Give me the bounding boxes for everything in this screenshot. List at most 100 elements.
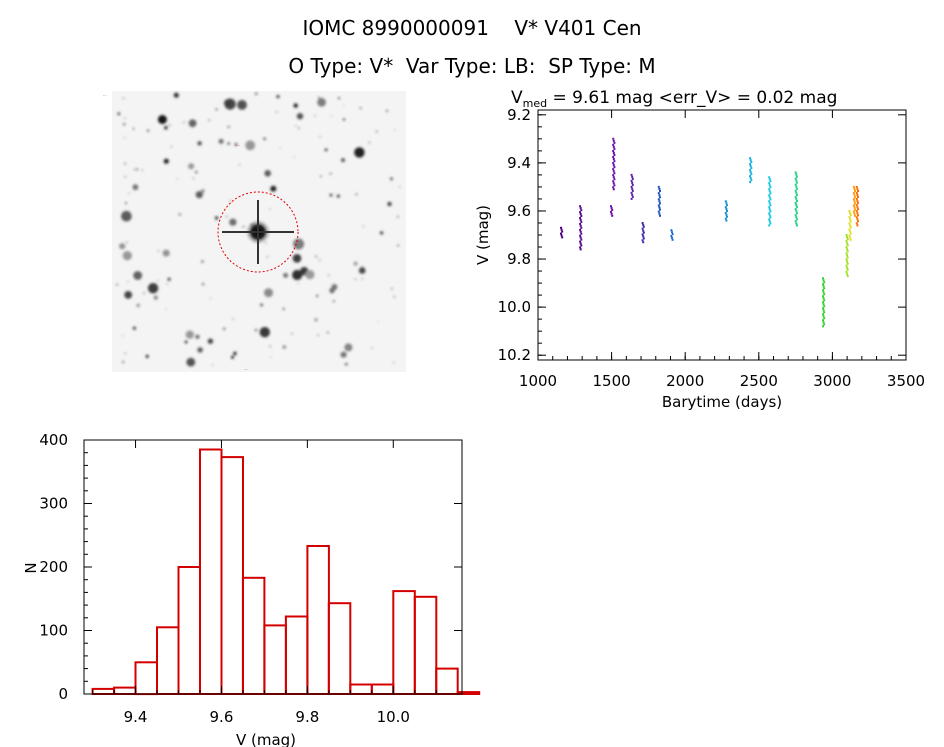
lightcurve-point — [795, 193, 798, 196]
lightcurve-point — [795, 197, 798, 200]
sky-star — [269, 345, 271, 348]
histogram-bar — [284, 615, 309, 695]
lightcurve-point — [769, 210, 772, 213]
lightcurve-point — [642, 225, 645, 228]
lightcurve-point — [846, 244, 849, 247]
lightcurve-point — [768, 214, 771, 217]
sky-star — [164, 125, 168, 130]
lightcurve-point — [612, 139, 615, 142]
lightcurve-point — [846, 238, 849, 241]
lightcurve-point — [580, 209, 583, 212]
lightcurve-point — [846, 262, 849, 265]
lightcurve-point — [852, 204, 855, 207]
lightcurve-point — [724, 200, 727, 203]
lightcurve-point — [671, 233, 674, 235]
lightcurve-point — [612, 164, 615, 167]
lightcurve-ytick-label: 10.2 — [498, 346, 531, 364]
sky-star — [361, 278, 364, 280]
sky-star — [127, 281, 129, 283]
sky-star — [184, 340, 188, 344]
lightcurve-point — [612, 182, 615, 185]
lightcurve-point — [630, 173, 633, 176]
lightcurve-point — [580, 232, 583, 235]
sky-star — [124, 176, 126, 178]
lightcurve-point — [856, 194, 859, 196]
sky-star — [354, 278, 356, 280]
lightcurve-point — [855, 192, 858, 194]
lightcurve-point — [845, 252, 848, 255]
lightcurve-point — [750, 161, 753, 164]
lightcurve-point — [822, 313, 824, 316]
lightcurve-point — [768, 190, 771, 193]
lightcurve-point — [612, 188, 615, 191]
lightcurve-point — [856, 212, 859, 215]
lightcurve-point — [641, 239, 644, 242]
lightcurve-point — [794, 202, 797, 204]
lightcurve-point — [822, 291, 825, 294]
lightcurve-point — [769, 198, 772, 201]
lightcurve-point — [657, 210, 660, 213]
sky-star — [232, 318, 234, 320]
sky-star — [316, 294, 319, 297]
lightcurve-point — [849, 238, 852, 241]
lightcurve-point — [795, 222, 798, 225]
sky-star — [133, 271, 143, 280]
sky-star — [119, 243, 126, 250]
lightcurve-xtick-label: 3000 — [813, 372, 851, 390]
histogram-bar — [263, 624, 287, 696]
lightcurve-point — [724, 206, 727, 209]
sky-star — [377, 320, 379, 322]
lightcurve-point — [768, 218, 771, 221]
lightcurve-point — [613, 154, 616, 156]
sky-star — [329, 287, 335, 294]
histogram-bar — [177, 566, 201, 695]
sky-star — [305, 270, 315, 280]
lightcurve-ytick-label: 9.8 — [507, 250, 531, 268]
lightcurve-point — [795, 181, 798, 184]
lightcurve-point — [612, 150, 615, 152]
lightcurve-point — [612, 180, 615, 183]
sky-star — [355, 193, 358, 196]
sky-star — [167, 277, 171, 281]
sky-star — [212, 364, 214, 366]
lightcurve-point — [657, 198, 660, 201]
sky-star — [315, 255, 318, 258]
lightcurve-point — [613, 166, 616, 169]
lightcurve-point — [641, 222, 644, 224]
histogram-ytick-label: 200 — [39, 558, 68, 576]
lightcurve-point — [612, 145, 615, 148]
sky-star — [180, 213, 182, 215]
lightcurve-point — [613, 141, 616, 144]
lightcurve-point — [822, 277, 824, 280]
lightcurve-point — [853, 188, 856, 190]
lightcurve-point — [856, 218, 859, 221]
lightcurve-point — [823, 317, 826, 320]
lightcurve-point — [769, 222, 772, 225]
sky-star — [234, 143, 238, 146]
sky-star — [176, 178, 178, 180]
histogram-bar — [306, 545, 330, 695]
histogram-bar — [456, 691, 481, 695]
lightcurve-point — [795, 212, 798, 215]
lightcurve-point — [856, 224, 859, 227]
sky-star — [283, 272, 289, 278]
lightcurve-point — [794, 171, 797, 174]
sky-star — [328, 274, 330, 276]
sky-star — [295, 125, 297, 127]
sky-star — [225, 215, 228, 218]
sky-star — [264, 288, 273, 298]
lightcurve-point — [853, 194, 856, 197]
lightcurve-point — [845, 264, 848, 267]
lightcurve-ylabel: V (mag) — [474, 205, 492, 265]
sky-star — [215, 216, 219, 220]
sky-star — [153, 295, 158, 300]
header-title-line1: IOMC 8990000091 V* V401 Cen — [302, 16, 642, 40]
lightcurve-point — [579, 205, 582, 208]
sky-star — [124, 291, 133, 299]
histogram-bar — [327, 602, 352, 696]
lightcurve-point — [579, 224, 582, 227]
sky-star — [375, 130, 378, 133]
lightcurve-point — [846, 236, 849, 238]
lightcurve-point — [846, 254, 849, 257]
histogram-ytick-label: 400 — [39, 431, 68, 449]
